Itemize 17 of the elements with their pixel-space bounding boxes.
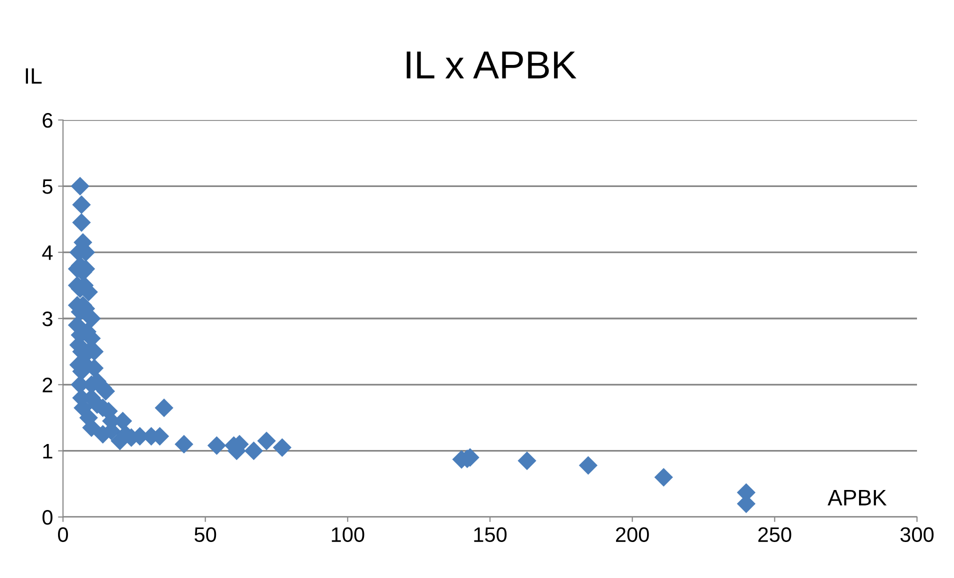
x-tick-label: 150 (474, 527, 507, 542)
x-tick-label: 0 (58, 527, 68, 542)
y-tick-label: 6 (42, 113, 52, 128)
x-tick-label: 200 (616, 527, 649, 542)
x-tick-label: 250 (758, 527, 792, 542)
y-tick-label: 5 (42, 179, 52, 194)
x-tick-label: 300 (900, 527, 934, 542)
y-tick-label: 4 (42, 246, 53, 260)
chart-title: IL x APBK (406, 52, 576, 78)
x-tick-label: 50 (194, 527, 216, 542)
x-tick-label: 100 (332, 527, 364, 542)
y-tick-label: 0 (42, 510, 52, 525)
x-axis-title: APBK (828, 490, 887, 506)
y-tick-label: 2 (42, 378, 52, 392)
y-tick-label: 3 (42, 312, 52, 326)
y-tick-label: 1 (43, 444, 52, 458)
y-axis-title: IL (26, 68, 42, 84)
